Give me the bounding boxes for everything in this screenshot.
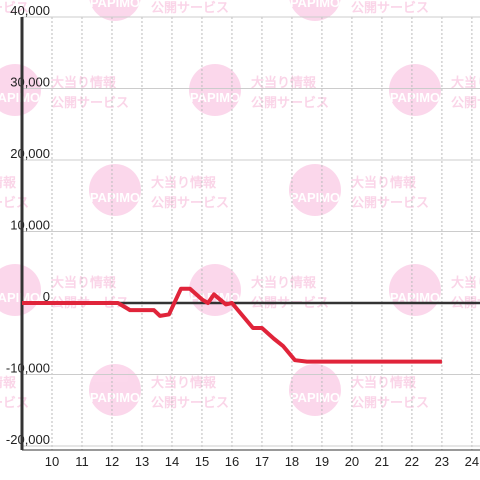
x-tick-label: 19 bbox=[315, 454, 329, 469]
watermark-text: 公開サービス bbox=[151, 0, 229, 15]
watermark-text: 公開サービス bbox=[0, 0, 29, 15]
watermark-logo-text: PAPIMO bbox=[290, 390, 340, 405]
y-tick-label: 0 bbox=[43, 289, 50, 304]
x-tick-label: 24 bbox=[465, 454, 479, 469]
watermark-logo bbox=[0, 64, 41, 116]
line-series bbox=[22, 286, 442, 364]
watermark-text: 公開サービス bbox=[351, 395, 429, 410]
x-tick-label: 23 bbox=[435, 454, 449, 469]
watermark-logo-text: PAPIMO bbox=[290, 0, 340, 10]
x-tick-label: 15 bbox=[195, 454, 209, 469]
x-tick-label: 12 bbox=[105, 454, 119, 469]
watermark-logo-text: PAPIMO bbox=[90, 390, 140, 405]
y-tick-label: 20,000 bbox=[10, 146, 50, 161]
x-tick-label: 20 bbox=[345, 454, 359, 469]
watermark-text: 公開サービス bbox=[251, 95, 329, 110]
watermark-logo-text: PAPIMO bbox=[90, 190, 140, 205]
watermark-text: 大当り情報 bbox=[451, 275, 480, 290]
x-tick-label: 10 bbox=[45, 454, 59, 469]
watermark-text: 大当り情報 bbox=[451, 75, 480, 90]
watermark-text: 公開サービス bbox=[151, 395, 229, 410]
watermark-text: 公開サービス bbox=[351, 195, 429, 210]
watermark-logo-text: PAPIMO bbox=[0, 90, 40, 105]
watermark-text: 大当り情報 bbox=[251, 275, 317, 290]
watermark-text: 大当り情報 bbox=[251, 75, 317, 90]
x-tick-label: 16 bbox=[225, 454, 239, 469]
y-tick-label: 10,000 bbox=[10, 218, 50, 233]
watermark-text: 大当り情報 bbox=[0, 375, 17, 390]
watermark-text: 大当り情報 bbox=[351, 375, 417, 390]
watermark-logo-text: PAPIMO bbox=[90, 0, 140, 10]
watermark-text: 大当り情報 bbox=[151, 375, 217, 390]
watermark-text: 大当り情報 bbox=[51, 75, 117, 90]
watermark-text: 公開サービス bbox=[0, 195, 29, 210]
x-tick-label: 14 bbox=[165, 454, 179, 469]
watermark-text: 公開サービス bbox=[451, 95, 480, 110]
y-tick-label: 30,000 bbox=[10, 75, 50, 90]
watermark-logo bbox=[289, 164, 341, 216]
watermark-text: 公開サービス bbox=[151, 195, 229, 210]
x-tick-label: 18 bbox=[285, 454, 299, 469]
watermark-logo bbox=[89, 164, 141, 216]
watermark-text: 大当り情報 bbox=[351, 175, 417, 190]
x-tick-label: 17 bbox=[255, 454, 269, 469]
y-tick-label: -20,000 bbox=[6, 432, 50, 447]
x-tick-label: 21 bbox=[375, 454, 389, 469]
y-tick-label: 40,000 bbox=[10, 3, 50, 18]
watermark-logo-text: PAPIMO bbox=[390, 290, 440, 305]
y-tick-label: -10,000 bbox=[6, 361, 50, 376]
watermark-logo-text: PAPIMO bbox=[190, 90, 240, 105]
x-tick-label: 13 bbox=[135, 454, 149, 469]
watermark-logo bbox=[89, 0, 141, 21]
watermark-logo bbox=[289, 364, 341, 416]
watermark-text: 公開サービス bbox=[51, 95, 129, 110]
watermark-text: 大当り情報 bbox=[151, 175, 217, 190]
watermark-logo bbox=[389, 64, 441, 116]
watermark-logo-text: PAPIMO bbox=[290, 190, 340, 205]
watermark-logo bbox=[89, 364, 141, 416]
watermark-logo-text: PAPIMO bbox=[390, 90, 440, 105]
watermark-text: 公開サービス bbox=[351, 0, 429, 15]
watermark-text: 大当り情報 bbox=[0, 175, 17, 190]
watermark-text: 大当り情報 bbox=[51, 275, 117, 290]
x-tick-label: 22 bbox=[405, 454, 419, 469]
watermark-text: 公開サービス bbox=[0, 395, 29, 410]
watermark-logo bbox=[289, 0, 341, 21]
x-tick-label: 11 bbox=[75, 454, 89, 469]
